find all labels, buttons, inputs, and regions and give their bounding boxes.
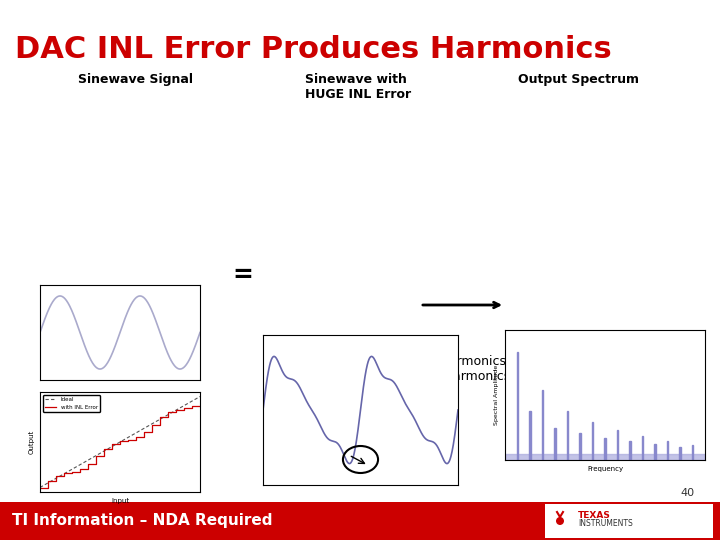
- with INL Error: [60, 470, 68, 476]
- Y-axis label: Spectral Amplitude: Spectral Amplitude: [495, 365, 500, 425]
- Bar: [616, 430, 618, 460]
- Bar: [529, 411, 531, 460]
- Ideal: [118, 437, 127, 444]
- Line: with INL Error: with INL Error: [40, 406, 200, 488]
- Text: TI Information – NDA Required: TI Information – NDA Required: [12, 514, 272, 529]
- Ideal: [66, 467, 75, 473]
- with INL Error: [36, 485, 45, 491]
- Ideal: [196, 393, 204, 400]
- Text: Sinewave Signal: Sinewave Signal: [78, 73, 193, 86]
- Bar: [567, 411, 568, 460]
- Text: TEXAS: TEXAS: [578, 510, 611, 519]
- Bar: [516, 352, 518, 460]
- Text: DAC INL Error Produces Harmonics: DAC INL Error Produces Harmonics: [15, 35, 612, 64]
- Text: *: *: [114, 340, 126, 360]
- Bar: [541, 389, 544, 460]
- Bar: [579, 433, 581, 460]
- Y-axis label: Output: Output: [29, 430, 35, 454]
- Bar: [592, 422, 593, 460]
- Text: Sinewave with
HUGE INL Error: Sinewave with HUGE INL Error: [305, 73, 411, 101]
- Bar: [692, 445, 693, 460]
- Bar: [604, 438, 606, 460]
- with INL Error: [76, 466, 84, 472]
- Bar: [0, 502, 720, 540]
- Ideal: [183, 401, 192, 407]
- Bar: [629, 441, 631, 460]
- with INL Error: [196, 402, 204, 409]
- Bar: [654, 444, 656, 460]
- Text: =: =: [233, 263, 253, 287]
- Text: INSTRUMENTS: INSTRUMENTS: [578, 519, 633, 529]
- with INL Error: [148, 421, 156, 428]
- Bar: [679, 447, 681, 460]
- X-axis label: Frequency: Frequency: [587, 465, 623, 471]
- Ideal: [188, 398, 197, 404]
- Legend: Ideal, with INL Error: Ideal, with INL Error: [42, 395, 100, 412]
- with INL Error: [52, 472, 60, 479]
- Circle shape: [556, 517, 564, 525]
- Ideal: [131, 430, 140, 436]
- with INL Error: [188, 402, 197, 409]
- Bar: [667, 441, 668, 460]
- with INL Error: [44, 478, 53, 484]
- Bar: [554, 428, 556, 460]
- Ideal: [73, 463, 81, 470]
- Bar: [545, 504, 713, 538]
- Line: Ideal: Ideal: [40, 396, 200, 488]
- Text: Output Spectrum: Output Spectrum: [518, 73, 639, 86]
- Ideal: [36, 484, 45, 491]
- Text: 40: 40: [681, 488, 695, 498]
- X-axis label: Input: Input: [111, 497, 129, 504]
- Text: INL breaks generate harmonics,
especially high order harmonics: INL breaks generate harmonics, especiall…: [310, 355, 510, 383]
- Bar: [642, 436, 644, 460]
- with INL Error: [116, 438, 125, 444]
